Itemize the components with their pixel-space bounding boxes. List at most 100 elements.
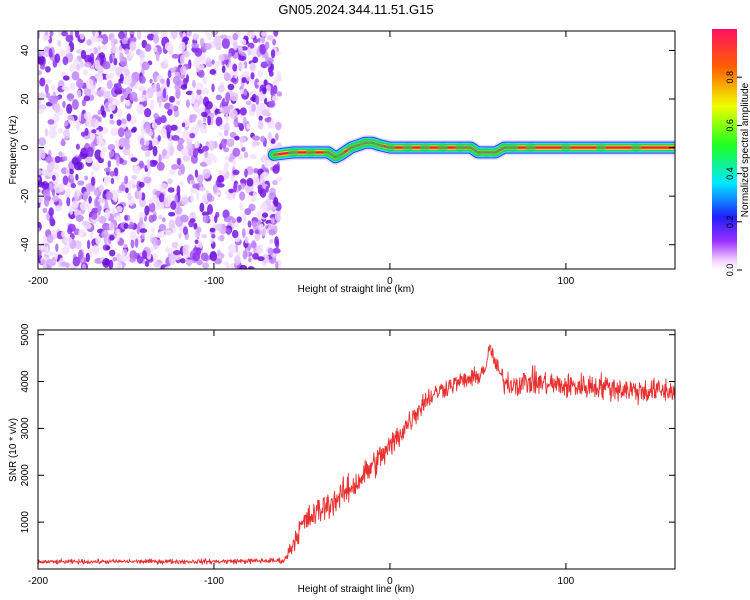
noise-blob: [157, 135, 162, 142]
noise-blob: [194, 48, 203, 57]
noise-blob: [175, 100, 181, 106]
spectrogram-y-tick-label: 20: [20, 93, 31, 105]
noise-blob: [233, 118, 239, 128]
noise-blob: [268, 162, 275, 167]
noise-blob: [218, 223, 222, 234]
noise-blob: [245, 76, 251, 81]
noise-blob: [196, 174, 204, 183]
noise-blob: [118, 31, 125, 40]
trace-point: [437, 143, 448, 153]
noise-blob: [214, 61, 220, 70]
noise-blob: [206, 192, 213, 202]
trace-point: [288, 147, 299, 157]
noise-blob: [113, 57, 118, 66]
noise-blob: [80, 60, 84, 68]
noise-blob: [246, 166, 254, 176]
noise-blob: [196, 89, 202, 95]
snr-y-tick-label: 5000: [20, 323, 31, 346]
noise-blob: [209, 68, 217, 75]
noise-blob: [232, 33, 239, 41]
colorbar-ticks: 0.0 0.2 0.4 0.6 0.8: [725, 71, 742, 276]
noise-blob: [191, 42, 200, 49]
noise-blob: [180, 196, 189, 206]
noise-blob: [43, 189, 51, 198]
noise-blob: [121, 36, 129, 45]
noise-blob: [65, 262, 70, 268]
noise-blob: [130, 238, 135, 249]
noise-blob: [262, 87, 267, 95]
noise-blob: [123, 243, 128, 249]
noise-blob: [141, 61, 150, 71]
noise-blob: [192, 148, 199, 158]
noise-blob: [38, 181, 46, 188]
noise-blob: [201, 111, 208, 118]
noise-blob: [88, 195, 92, 204]
noise-blob: [208, 140, 215, 151]
spectrogram-x-tick-label: -100: [204, 276, 224, 287]
noise-blob: [239, 264, 248, 269]
noise-blob: [70, 183, 77, 189]
noise-blob: [86, 39, 92, 46]
noise-blob: [244, 208, 252, 216]
noise-blob: [62, 56, 69, 66]
noise-blob: [79, 201, 88, 211]
noise-blob: [258, 115, 263, 122]
noise-blob: [149, 99, 155, 111]
noise-blob: [91, 162, 100, 172]
noise-blob: [158, 97, 162, 109]
noise-blob: [71, 99, 79, 110]
noise-blob: [131, 174, 138, 180]
noise-blob: [202, 168, 211, 179]
noise-blob: [52, 164, 60, 170]
snr-y-tick-label: 4000: [20, 370, 31, 393]
noise-blob: [249, 153, 257, 160]
noise-blob: [95, 235, 101, 245]
noise-blob: [61, 138, 65, 147]
noise-blob: [138, 86, 144, 92]
snr-x-tick-label: 0: [387, 576, 393, 587]
noise-blob: [225, 113, 229, 123]
noise-blob: [45, 155, 54, 163]
noise-blob: [151, 160, 158, 165]
noise-blob: [137, 97, 146, 103]
noise-blob: [261, 212, 269, 218]
noise-blob: [46, 163, 54, 173]
spectrogram-x-tick-label: 0: [387, 276, 393, 287]
noise-blob: [218, 131, 223, 137]
spectrogram-x-tick-label: -200: [28, 276, 48, 287]
noise-blob: [84, 175, 88, 181]
noise-blob: [180, 148, 189, 156]
noise-blob: [105, 191, 113, 201]
noise-blob: [129, 31, 135, 35]
noise-blob: [249, 228, 254, 236]
noise-blob: [115, 228, 121, 236]
noise-blob: [133, 97, 139, 103]
noise-blob: [150, 247, 154, 253]
noise-blob: [125, 100, 131, 107]
noise-blob: [38, 49, 45, 57]
noise-blob: [142, 90, 147, 96]
noise-blob: [109, 113, 114, 120]
noise-blob: [92, 47, 98, 55]
trace-point: [560, 143, 571, 153]
noise-blob: [163, 102, 171, 110]
noise-blob: [78, 249, 83, 260]
noise-blob: [165, 246, 170, 253]
noise-blob: [239, 191, 246, 201]
noise-blob: [201, 234, 208, 239]
noise-blob: [78, 229, 85, 238]
noise-blob: [160, 115, 167, 124]
noise-blob: [62, 175, 69, 186]
noise-blob: [236, 216, 242, 223]
noise-blob: [168, 95, 176, 103]
noise-blob: [199, 161, 208, 167]
noise-blob: [238, 55, 247, 61]
noise-blob: [230, 77, 237, 83]
noise-blob: [180, 84, 188, 90]
noise-blob: [179, 258, 186, 264]
noise-blob: [202, 214, 209, 224]
noise-blob: [124, 175, 129, 185]
noise-blob: [38, 188, 41, 194]
noise-blob: [132, 126, 137, 133]
noise-blob: [211, 59, 215, 65]
